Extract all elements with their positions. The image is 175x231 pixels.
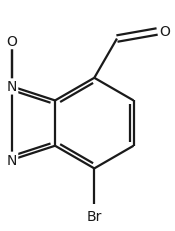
Text: N: N <box>7 153 17 167</box>
Text: O: O <box>160 25 170 39</box>
Text: Br: Br <box>87 209 102 223</box>
Text: O: O <box>6 35 18 49</box>
Text: N: N <box>7 80 17 94</box>
